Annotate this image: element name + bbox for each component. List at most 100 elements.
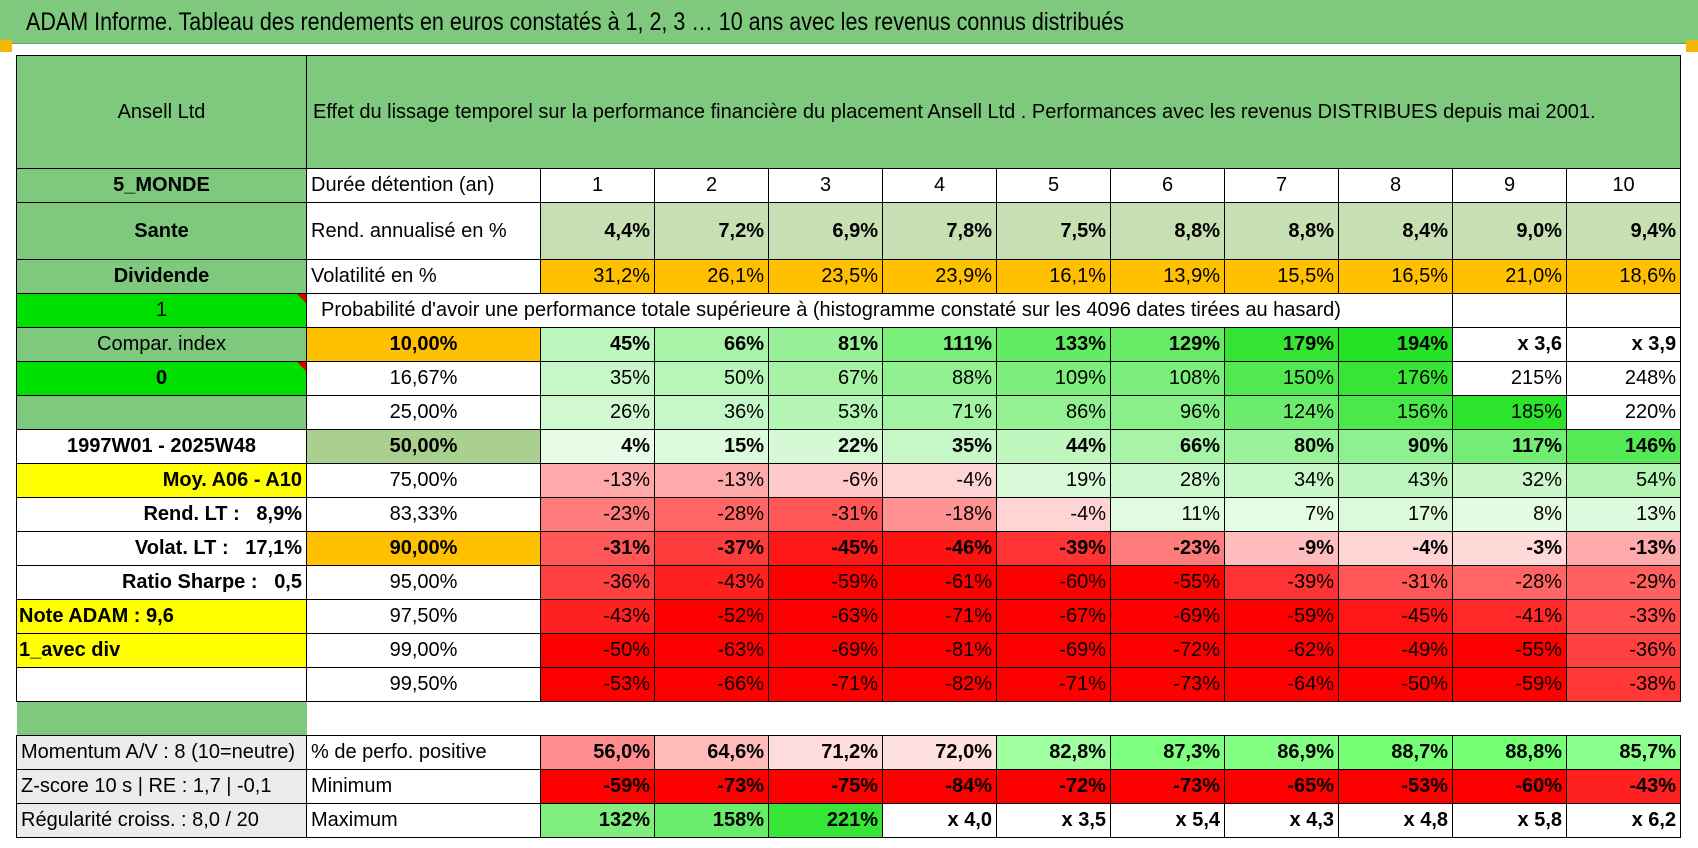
perf-cell: 108% (1110, 361, 1225, 396)
sector-cell: Sante (16, 202, 307, 260)
perf-cell: -13% (540, 463, 655, 498)
volatility-y10: 18,6% (1565, 259, 1682, 294)
sharpe-value: 0,5 (274, 571, 302, 593)
year-header-4: 4 (882, 168, 997, 203)
perf-cell: -38% (1565, 667, 1682, 702)
dividend-mode-cell: 1_avec div (16, 633, 307, 668)
perf-cell: -4% (882, 463, 997, 498)
empty-green-cell (16, 395, 307, 430)
perf-cell: -60% (996, 565, 1111, 600)
perf-cell: 7% (1224, 497, 1339, 532)
maximum-label: Maximum (306, 803, 541, 838)
positive-perf-y5: 82,8% (996, 735, 1111, 770)
perf-cell: -62% (1224, 633, 1339, 668)
perf-cell: -45% (768, 531, 883, 566)
positive-perf-y10: 85,7% (1565, 735, 1682, 770)
perf-cell: 17% (1338, 497, 1453, 532)
adam-note-cell: Note ADAM : 9,6 (16, 599, 307, 634)
year-header-8: 8 (1338, 168, 1453, 203)
perf-cell: -36% (1565, 633, 1682, 668)
maximum-y4: x 4,0 (882, 803, 997, 838)
perf-cell: -63% (654, 633, 769, 668)
type-cell: Dividende (16, 259, 307, 294)
perf-cell: -28% (654, 497, 769, 532)
maximum-y5: x 3,5 (996, 803, 1111, 838)
perf-cell: 32% (1452, 463, 1567, 498)
perf-cell: -33% (1565, 599, 1682, 634)
corner-marker-left (0, 40, 12, 52)
perf-cell: -69% (768, 633, 883, 668)
year-header-10: 10 (1565, 168, 1682, 203)
perf-cell: -73% (1110, 667, 1225, 702)
minimum-y8: -53% (1338, 769, 1453, 804)
minimum-label: Minimum (306, 769, 541, 804)
maximum-y3: 221% (768, 803, 883, 838)
empty-cell (16, 667, 307, 702)
perf-cell: -55% (1110, 565, 1225, 600)
perf-cell: -53% (540, 667, 655, 702)
perf-cell: -66% (654, 667, 769, 702)
region-cell: 5_MONDE (16, 168, 307, 203)
perf-cell: 43% (1338, 463, 1453, 498)
perf-cell: -29% (1565, 565, 1682, 600)
perf-cell: 86% (996, 395, 1111, 430)
volatility-y4: 23,9% (882, 259, 997, 294)
perf-cell: -69% (996, 633, 1111, 668)
perf-cell: 36% (654, 395, 769, 430)
perf-cell: -71% (768, 667, 883, 702)
regularity-cell: Régularité croiss. : 8,0 / 20 (16, 803, 307, 838)
perf-cell: -64% (1224, 667, 1339, 702)
maximum-y10: x 6,2 (1565, 803, 1682, 838)
annual-return-y1: 4,4% (540, 202, 655, 260)
positive-perf-y3: 71,2% (768, 735, 883, 770)
perf-cell: 35% (882, 429, 997, 464)
perf-cell: 54% (1565, 463, 1682, 498)
volat-lt-label: Volat. LT : (134, 537, 229, 559)
annual-return-label: Rend. annualisé en % (306, 202, 541, 260)
perf-cell: -41% (1452, 599, 1567, 634)
perf-cell: 4% (540, 429, 655, 464)
perf-cell: 176% (1338, 361, 1453, 396)
perf-cell: 109% (996, 361, 1111, 396)
perf-cell: -50% (1338, 667, 1453, 702)
positive-perf-y8: 88,7% (1338, 735, 1453, 770)
perf-cell: 96% (1110, 395, 1225, 430)
sharpe-label: Ratio Sharpe : (121, 571, 258, 593)
year-header-9: 9 (1452, 168, 1567, 203)
minimum-y6: -73% (1110, 769, 1225, 804)
minimum-y3: -75% (768, 769, 883, 804)
perf-cell: -63% (768, 599, 883, 634)
year-header-6: 6 (1110, 168, 1225, 203)
volat-lt-value: 17,1% (245, 537, 302, 559)
perf-cell: -43% (654, 565, 769, 600)
perf-cell: -69% (1110, 599, 1225, 634)
perf-cell: 53% (768, 395, 883, 430)
annual-return-y6: 8,8% (1110, 202, 1225, 260)
perf-cell: 35% (540, 361, 655, 396)
volatility-y2: 26,1% (654, 259, 769, 294)
volatility-y3: 23,5% (768, 259, 883, 294)
perf-cell: -67% (996, 599, 1111, 634)
title-bar: ADAM Informe. Tableau des rendements en … (0, 0, 1698, 44)
moy-cell: Moy. A06 - A10 (16, 463, 307, 498)
rend-lt-cell: Rend. LT : 8,9% (16, 497, 307, 532)
annual-return-y9: 9,0% (1452, 202, 1567, 260)
perf-cell: 111% (882, 327, 997, 362)
perf-cell: -71% (882, 599, 997, 634)
volatility-y7: 15,5% (1224, 259, 1339, 294)
perf-cell: -4% (1338, 531, 1453, 566)
perf-cell: 13% (1565, 497, 1682, 532)
flag-cell-1: 1 (16, 293, 307, 328)
spacer-green (16, 701, 307, 736)
positive-perf-y9: 88,8% (1452, 735, 1567, 770)
annual-return-y7: 8,8% (1224, 202, 1339, 260)
perf-cell: -72% (1110, 633, 1225, 668)
rend-lt-label: Rend. LT : (143, 503, 240, 525)
perf-cell: -4% (996, 497, 1111, 532)
perf-cell: -36% (540, 565, 655, 600)
perf-cell: -28% (1452, 565, 1567, 600)
perf-cell: 15% (654, 429, 769, 464)
annual-return-y10: 9,4% (1565, 202, 1682, 260)
year-header-2: 2 (654, 168, 769, 203)
perf-cell: -61% (882, 565, 997, 600)
